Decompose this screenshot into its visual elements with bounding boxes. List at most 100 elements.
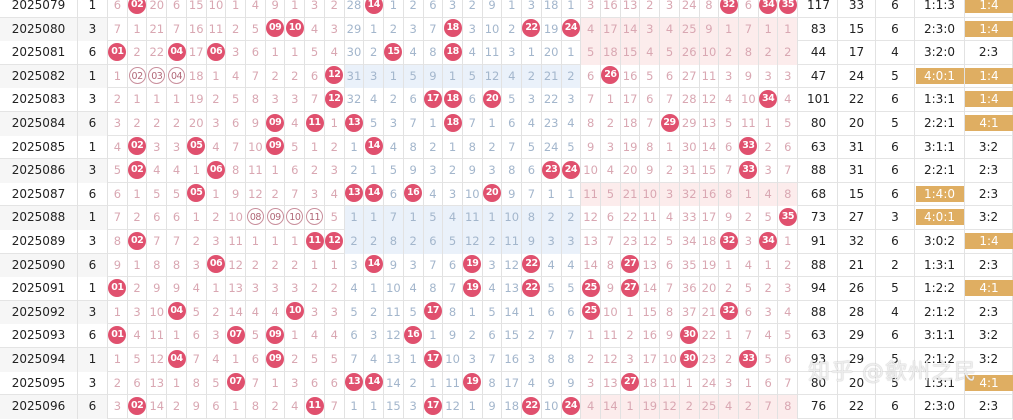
number-cell-13: 6 [345, 324, 365, 348]
stat-value: 3:0:2 [924, 234, 955, 248]
number-cell-9: 9 [266, 0, 286, 18]
sum-cell: 80 [800, 112, 838, 136]
number-cell-26: 10 [601, 300, 621, 325]
number-cell-1: 1 [108, 300, 128, 325]
number-cell-6: 4 [207, 348, 227, 372]
number-cell-15: 14 [384, 371, 404, 396]
number-cell-32: 2 [719, 277, 740, 301]
number-cell-26: 4 [601, 159, 621, 183]
number-cell-35: 4 [778, 300, 799, 325]
number-cell-20: 2 [483, 135, 503, 160]
number-cell-35: 6 [778, 135, 799, 160]
zone-ratio-cell: 3:2:0 [915, 41, 965, 65]
number-cell-35: 7 [778, 159, 799, 183]
stat-value: 3:1:1 [924, 328, 955, 343]
stat-value: 6 [891, 163, 899, 178]
number-cell-16: 5 [403, 64, 424, 89]
drawn-number-ball: 22 [522, 278, 541, 297]
number-cell-2: 6 [128, 371, 148, 396]
number-cell-10: 4 [285, 112, 306, 136]
number-cell-1: 4 [108, 135, 128, 160]
number-cell-28: 18 [640, 371, 661, 396]
number-cell-34: 34 [759, 0, 779, 18]
number-cell-19: 1 [463, 395, 483, 419]
table-row: 2025080 3 7 1 21 7 16 11 2 5 09 10 4 3 29 1 2 3 7 18 3 10 2 22 1… [0, 17, 1013, 42]
number-cell-27: 1 [620, 395, 641, 419]
number-cell-27: 27 [621, 253, 641, 278]
number-cell-35: 4 [778, 88, 799, 112]
draw-type-cell: 1 [78, 277, 108, 301]
drawn-number-ball: 12 [325, 89, 344, 108]
number-cell-15: 2 [384, 17, 404, 42]
number-cell-1: 01 [108, 324, 128, 348]
highlight-badge: 4:0:1 [915, 209, 964, 226]
number-cell-17: 1 [424, 371, 444, 396]
number-cell-25: 25 [581, 277, 601, 301]
stat-value: 6 [891, 21, 899, 36]
number-cell-29: 6 [660, 253, 680, 278]
consecutive-number-ring: 09 [266, 208, 284, 226]
number-cell-3: 9 [147, 277, 168, 301]
odd-even-ratio-cell: 4:1 [965, 277, 1013, 301]
number-cell-12: 3 [325, 159, 345, 183]
number-cell-15: 1 [384, 64, 404, 89]
number-cell-21: 12 [502, 253, 523, 278]
highlight-badge: 4:1 [965, 374, 1013, 391]
ac-cell: 5 [876, 64, 915, 89]
stat-value: 2:3:0 [924, 21, 955, 36]
number-cell-13: 13 [344, 371, 365, 396]
sum-cell: 88 [800, 159, 838, 183]
number-cell-6: 1 [207, 277, 227, 301]
number-cell-23: 2 [541, 206, 562, 230]
number-cell-10: 2 [285, 64, 306, 89]
number-cell-10: 1 [285, 230, 306, 254]
number-cell-31: 14 [700, 135, 720, 160]
consecutive-number-ring: 02 [128, 66, 146, 84]
number-cell-15: 4 [384, 135, 404, 160]
sum-cell: 117 [800, 0, 838, 18]
number-cell-30: 34 [680, 230, 700, 254]
drawn-number-ball: 32 [719, 231, 738, 250]
drawn-number-ball: 24 [561, 19, 580, 38]
number-cell-18: 9 [443, 324, 463, 348]
number-cell-6: 3 [207, 112, 227, 136]
number-cell-33: 9 [739, 64, 759, 89]
drawn-number-ball: 17 [423, 396, 442, 415]
span-cell: 29 [838, 348, 876, 372]
number-cell-3: 3 [147, 135, 168, 160]
number-cell-27: 19 [621, 135, 641, 160]
period-cell: 2025096 [0, 395, 78, 419]
number-cell-27: 27 [621, 371, 641, 396]
number-cell-19: 19 [463, 253, 483, 278]
number-cell-33: 33 [739, 159, 759, 183]
drawn-number-ball: 35 [778, 0, 797, 14]
number-cell-26: 17 [601, 17, 621, 42]
sum-cell: 68 [800, 182, 838, 207]
drawn-number-ball: 15 [384, 42, 403, 61]
number-cell-30: 28 [680, 88, 700, 112]
number-cell-32: 4 [719, 395, 740, 419]
number-cell-34: 34 [759, 230, 779, 254]
number-cell-2: 1 [128, 88, 148, 112]
number-cell-33: 10 [739, 88, 759, 112]
number-cell-32: 3 [719, 371, 740, 396]
number-cell-20: 1 [482, 206, 503, 230]
number-cell-19: 9 [463, 159, 483, 183]
number-cell-26: 11 [601, 324, 621, 348]
number-cell-28: 17 [640, 348, 661, 372]
stat-value: 33 [848, 0, 865, 12]
number-cell-7: 07 [226, 324, 247, 348]
number-cell-24: 2 [561, 206, 582, 230]
number-cell-11: 4 [305, 17, 325, 42]
number-cell-34: 4 [758, 182, 779, 207]
number-cell-10: 1 [285, 324, 306, 348]
number-cell-11: 11 [305, 395, 325, 419]
number-cell-17: 8 [424, 277, 444, 301]
number-cell-24: 5 [562, 135, 582, 160]
number-cell-28: 3 [640, 17, 661, 42]
number-cell-20: 1 [483, 112, 503, 136]
odd-even-ratio-cell: 2:3 [965, 300, 1013, 325]
number-cell-32: 5 [719, 112, 740, 136]
number-cell-3: 5 [147, 182, 168, 207]
number-cell-8: 12 [246, 182, 266, 207]
